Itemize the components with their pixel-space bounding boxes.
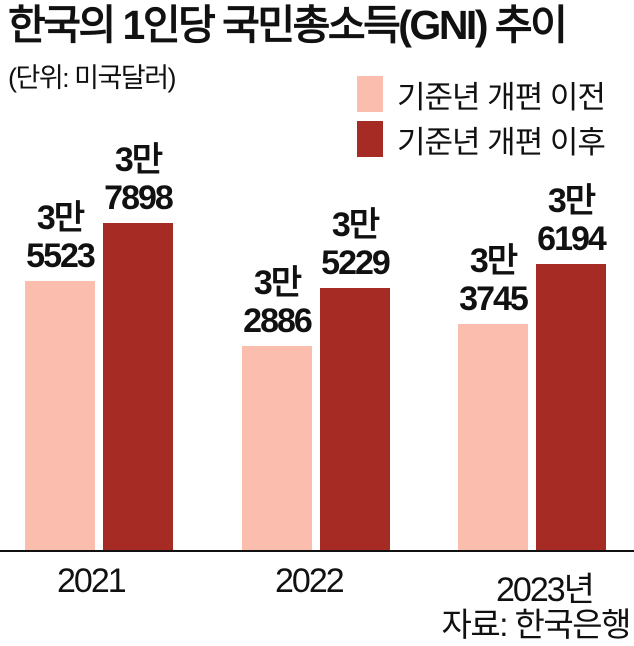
legend-label-after: 기준년 개편 이후 [397, 124, 606, 160]
source-note: 자료: 한국은행 [441, 606, 632, 643]
bar-2022-after [320, 288, 390, 551]
bar-2023년-before [458, 324, 528, 551]
bar-value-line1: 3만 [114, 141, 163, 179]
bar-value-label: 3만 7898 [83, 141, 193, 217]
bar-value-line2: 6194 [537, 220, 607, 258]
bar-value-line1: 3만 [253, 264, 302, 302]
legend-item-before: 기준년 개편 이전 [357, 76, 606, 115]
unit-label: (단위: 미국달러) [8, 63, 177, 93]
bar-value-label: 3만 6194 [516, 182, 626, 258]
x-tick-label: 2023년 [496, 571, 595, 609]
bar-2021-after [103, 223, 173, 551]
bar-value-line2: 2886 [243, 302, 313, 340]
bar-value-label: 3만 5229 [300, 206, 410, 282]
bar-value-line1: 3만 [331, 206, 380, 244]
bar-value-label: 3만 5523 [5, 199, 115, 275]
bar-value-label: 3만 2886 [222, 264, 332, 340]
bar-2022-before [242, 346, 312, 551]
bar-2023년-after [536, 264, 606, 551]
legend-label-before: 기준년 개편 이전 [397, 79, 606, 115]
bar-value-label: 3만 3745 [438, 242, 548, 318]
legend-item-after: 기준년 개편 이후 [357, 121, 606, 160]
bar-value-line1: 3만 [36, 199, 85, 237]
legend-swatch-after [357, 121, 383, 157]
legend-swatch-before [357, 76, 383, 112]
bar-value-line2: 5523 [26, 237, 96, 275]
x-tick-label: 2021 [57, 562, 127, 600]
bar-value-line2: 7898 [104, 179, 174, 217]
bar-value-line1: 3만 [469, 242, 518, 280]
x-axis-line [0, 550, 634, 552]
bar-value-line2: 3745 [459, 280, 529, 318]
bar-value-line2: 5229 [321, 244, 391, 282]
x-tick-label: 2022 [275, 562, 345, 600]
chart-title: 한국의 1인당 국민총소득(GNI) 추이 [8, 2, 568, 48]
bar-value-line1: 3만 [547, 182, 596, 220]
bar-2021-before [25, 281, 95, 551]
